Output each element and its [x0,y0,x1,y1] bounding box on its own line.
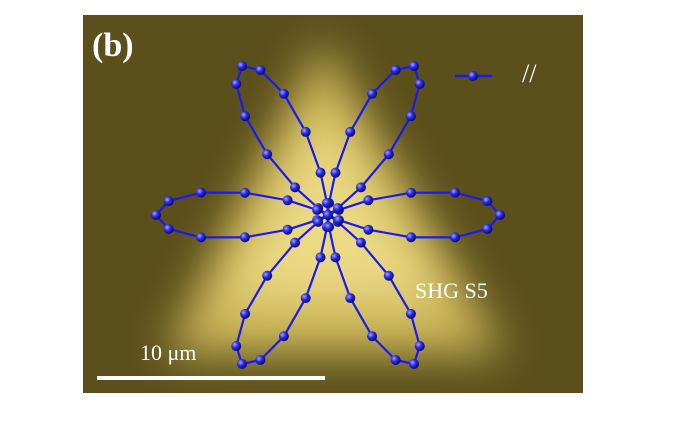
data-point [315,252,326,263]
data-point [312,204,323,215]
data-point [255,65,266,76]
data-point [239,187,250,198]
data-point [333,215,344,226]
data-point [313,216,324,227]
data-point [323,210,333,220]
data-point [237,61,247,72]
data-point [255,354,266,365]
data-point [405,308,416,319]
data-point [405,111,416,122]
legend-marker [468,71,478,81]
data-point [278,331,289,342]
data-point [262,149,273,160]
data-point [355,182,366,193]
data-point [383,149,394,160]
data-point [383,270,394,281]
data-point [367,88,378,99]
data-point [363,195,374,206]
data-point [363,224,374,235]
data-point [450,232,461,243]
data-point [495,210,505,220]
data-point [482,196,493,207]
data-point [237,358,247,369]
data-point [163,196,174,207]
data-point [240,111,251,122]
data-point [324,221,335,232]
data-point [231,341,242,352]
data-point [195,187,206,198]
data-point [278,88,289,99]
data-point [315,167,326,178]
data-point [290,182,301,193]
data-point [300,293,311,304]
data-point [409,61,419,72]
panel-label: (b) [92,27,134,64]
data-point [355,237,366,248]
data-point [345,293,356,304]
annotation: SHG S5 [415,278,488,303]
data-point [300,126,311,137]
data-point [330,252,341,263]
data-point [262,270,273,281]
data-point [409,358,419,369]
data-point [282,224,293,235]
data-point [450,187,461,198]
data-point [332,203,343,214]
data-point [345,126,356,137]
data-point [195,232,206,243]
data-point [414,78,425,89]
data-point [231,78,242,89]
scale-bar-label: 10 μm [140,340,196,365]
data-point [482,223,493,234]
data-point [321,198,332,209]
data-point [390,354,401,365]
legend-label: // [522,59,537,88]
data-point [163,223,174,234]
data-point [240,308,251,319]
data-point [414,341,425,352]
data-point [239,232,250,243]
data-point [406,232,417,243]
data-point [406,187,417,198]
data-point [390,65,401,76]
data-point [282,195,293,206]
data-point [367,331,378,342]
data-point [290,237,301,248]
data-point [330,167,341,178]
data-point [151,210,161,220]
